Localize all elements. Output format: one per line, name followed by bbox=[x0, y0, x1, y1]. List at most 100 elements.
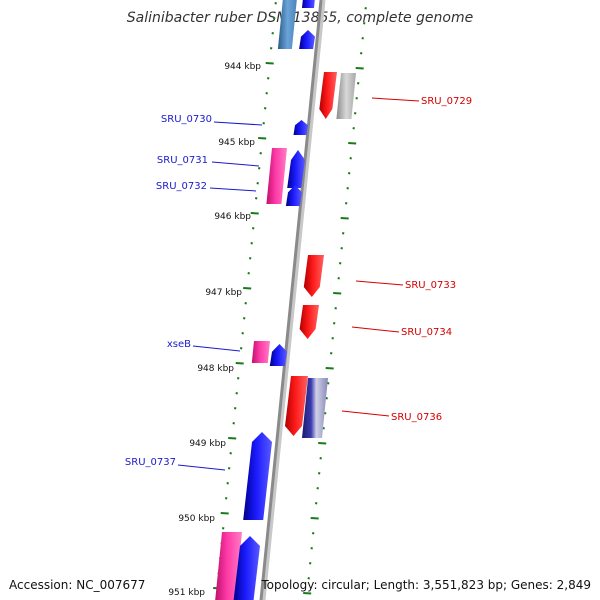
reverse-scale-tick bbox=[326, 382, 330, 385]
reverse-scale-tick bbox=[348, 142, 357, 145]
reverse-scale-tick bbox=[316, 487, 319, 490]
forward-scale-tick bbox=[262, 122, 265, 125]
gene-labels: SRU_0730 SRU_0731 SRU_0732 xseB SRU_0737… bbox=[125, 96, 472, 468]
genome-backbone-shadow bbox=[260, 0, 326, 600]
gene-label-sru-0737[interactable]: SRU_0737 bbox=[125, 457, 176, 468]
gene-xseb-magenta[interactable] bbox=[251, 341, 270, 363]
gene-features bbox=[215, 0, 356, 600]
reverse-scale-tick bbox=[317, 472, 321, 475]
reverse-scale-tick bbox=[337, 277, 340, 280]
gene-label-xseb[interactable]: xseB bbox=[167, 339, 191, 350]
reverse-scale-tick bbox=[355, 97, 358, 100]
gene-block-top-blue-small[interactable] bbox=[302, 0, 315, 8]
forward-scale-tick bbox=[221, 527, 225, 530]
forward-scale-tick bbox=[274, 2, 277, 5]
reverse-scale-tick bbox=[325, 367, 334, 370]
gene-label-sru-0736[interactable]: SRU_0736 bbox=[391, 412, 442, 423]
gene-sru-0729-gray[interactable] bbox=[336, 73, 356, 119]
gene-sru-0734-red[interactable] bbox=[299, 305, 319, 339]
forward-scale-tick bbox=[226, 482, 229, 485]
kbp-label-950: 950 kbp bbox=[178, 514, 215, 524]
reverse-scale-tick bbox=[333, 292, 342, 295]
map-title: Salinibacter ruber DSM 13855, complete g… bbox=[127, 10, 473, 26]
forward-scale-tick bbox=[236, 377, 240, 380]
forward-scale-tick bbox=[254, 197, 258, 200]
gene-label-sru-0729[interactable]: SRU_0729 bbox=[421, 96, 472, 107]
forward-scale-tick bbox=[229, 452, 232, 455]
forward-scale-tick bbox=[265, 62, 274, 65]
accession-text: Accession: NC_007677 bbox=[9, 578, 146, 592]
gene-sru-0732-blue[interactable] bbox=[285, 185, 302, 206]
gene-sru-0729-red[interactable] bbox=[319, 72, 337, 119]
forward-scale-tick bbox=[242, 317, 246, 320]
leader-xseb bbox=[192, 345, 241, 352]
forward-scale-tick bbox=[265, 92, 268, 95]
forward-scale-tick bbox=[228, 437, 237, 440]
gene-bottom-blue[interactable] bbox=[233, 536, 260, 600]
forward-scale-tick bbox=[266, 77, 270, 80]
gene-sru-0730-blue[interactable] bbox=[293, 120, 309, 135]
gene-bottom-magenta[interactable] bbox=[215, 532, 242, 600]
gene-sru-0736-navy[interactable] bbox=[302, 378, 328, 438]
reverse-scale-tick bbox=[341, 232, 345, 235]
kbp-label-948: 948 kbp bbox=[197, 364, 234, 374]
reverse-scale-tick bbox=[340, 247, 343, 250]
kbp-label-951: 951 kbp bbox=[168, 588, 205, 598]
reverse-scale-tick bbox=[346, 187, 349, 190]
reverse-scale-tick bbox=[347, 172, 351, 175]
gene-sru-0731-blue[interactable] bbox=[287, 150, 305, 188]
gene-sru-0737-blue[interactable] bbox=[243, 432, 272, 520]
reverse-scale-tick bbox=[352, 127, 355, 130]
leader-sru-0733 bbox=[355, 280, 404, 286]
gene-label-sru-0731[interactable]: SRU_0731 bbox=[157, 155, 208, 166]
forward-scale-tick bbox=[220, 512, 229, 515]
forward-scale-tick bbox=[258, 137, 267, 140]
reverse-scale-tick bbox=[331, 337, 334, 340]
reverse-scale-tick bbox=[322, 427, 325, 430]
forward-scale-tick bbox=[244, 302, 247, 305]
gene-xseb-blue[interactable] bbox=[269, 344, 287, 366]
gene-block-top-steel[interactable] bbox=[277, 0, 297, 49]
reverse-scale-tick bbox=[325, 397, 328, 400]
gene-sru-0731-magenta[interactable] bbox=[266, 148, 287, 204]
reverse-scale-tick bbox=[353, 112, 357, 115]
forward-scale-tick bbox=[248, 257, 252, 260]
reverse-scale-tick bbox=[359, 52, 363, 55]
forward-scale-tick bbox=[250, 242, 253, 245]
leader-sru-0729 bbox=[371, 97, 420, 102]
reverse-scale-tick bbox=[332, 322, 336, 325]
gene-sru-0736-red[interactable] bbox=[285, 376, 308, 436]
forward-scale-tick bbox=[241, 332, 244, 335]
kbp-scale-labels: 944 kbp 945 kbp 946 kbp 947 kbp 948 kbp … bbox=[168, 62, 261, 598]
forward-scale-tick bbox=[272, 17, 276, 20]
leader-sru-0730 bbox=[213, 121, 263, 126]
gene-sru-0733-red[interactable] bbox=[303, 255, 324, 297]
reverse-scale-tick bbox=[356, 82, 360, 85]
gene-label-sru-0733[interactable]: SRU_0733 bbox=[405, 280, 456, 291]
forward-scale-tick bbox=[263, 107, 267, 110]
gene-label-sru-0734[interactable]: SRU_0734 bbox=[401, 327, 452, 338]
forward-scale-tick bbox=[259, 152, 262, 155]
reverse-scale-tick bbox=[344, 202, 348, 205]
reverse-scale-tick bbox=[349, 157, 352, 160]
forward-scale-tick bbox=[247, 272, 250, 275]
reverse-scale-tick bbox=[338, 262, 342, 265]
reverse-scale-tick bbox=[364, 7, 367, 10]
gene-label-sru-0732[interactable]: SRU_0732 bbox=[156, 181, 207, 192]
reverse-scale-tick bbox=[318, 442, 327, 445]
reverse-scale-tick bbox=[362, 22, 366, 25]
gene-label-sru-0730[interactable]: SRU_0730 bbox=[161, 114, 212, 125]
gene-label-leaders bbox=[177, 97, 420, 471]
gene-block-top-blue[interactable] bbox=[299, 30, 315, 49]
leader-sru-0732 bbox=[209, 187, 257, 192]
forward-scale-tick bbox=[232, 422, 235, 425]
forward-scale-tick bbox=[269, 47, 273, 50]
reverse-scale-tick bbox=[340, 217, 349, 220]
genome-backbone bbox=[259, 0, 323, 600]
kbp-label-946: 946 kbp bbox=[214, 212, 251, 222]
forward-scale-tick bbox=[250, 212, 259, 215]
reverse-scale-tick bbox=[355, 67, 364, 70]
leader-sru-0731 bbox=[211, 161, 260, 167]
forward-scale-tick bbox=[257, 167, 261, 170]
